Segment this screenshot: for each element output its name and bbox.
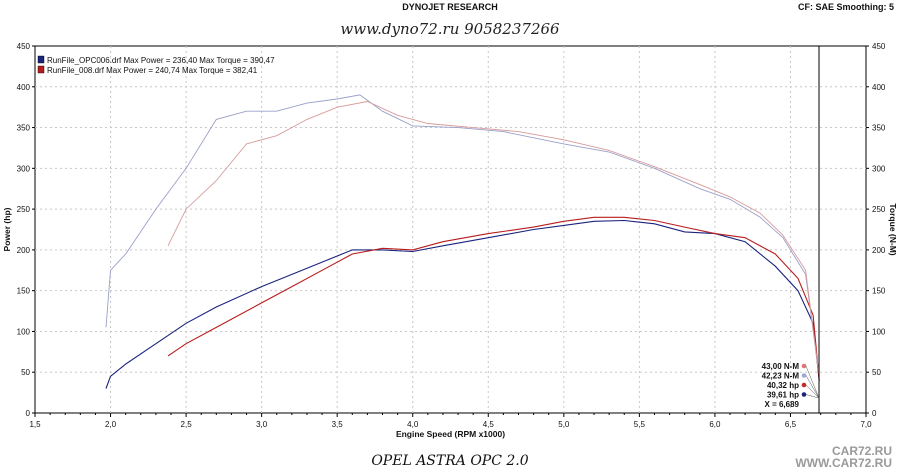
y-right-tick-label: 450	[872, 42, 886, 51]
torque-series-line	[167, 101, 820, 377]
site-watermark-line-2: WWW.CAR72.RU	[795, 456, 892, 470]
cursor-readout-label: 43,00 N-M	[762, 362, 800, 371]
x-tick-label: 5,0	[558, 420, 570, 429]
series-lines	[105, 94, 820, 389]
power-series-line	[105, 219, 820, 389]
y-left-tick-label: 350	[17, 124, 31, 133]
x-tick-label: 3,5	[332, 420, 344, 429]
cursor-readout-label: X = 6,689	[765, 400, 800, 409]
y-right-tick-label: 400	[872, 83, 886, 92]
x-tick-label: 5,5	[634, 420, 646, 429]
y-right-tick-label: 200	[872, 246, 886, 255]
y-right-tick-label: 250	[872, 205, 886, 214]
torque-series-line	[105, 94, 820, 377]
cursor-readout-marker	[801, 392, 807, 397]
y-right-tick-label: 150	[872, 287, 886, 296]
x-axis-label: Engine Speed (RPM x1000)	[396, 429, 505, 439]
y-left-tick-label: 200	[17, 246, 31, 255]
y-right-tick-label: 0	[872, 409, 877, 418]
cursor-readout-label: 39,61 hp	[767, 391, 799, 400]
power-series-line	[167, 216, 820, 381]
y-left-axis-label: Power (hp)	[2, 207, 12, 251]
y-right-axis-label: Torque (N-M)	[888, 203, 898, 255]
cursor-leader-line	[805, 365, 820, 399]
y-left-tick-label: 0	[26, 409, 31, 418]
cursor-readout-marker	[801, 382, 807, 388]
x-tick-label: 6,5	[785, 420, 797, 429]
plot-area	[34, 45, 867, 414]
cursor-readout-label: 40,32 hp	[767, 381, 799, 390]
chart-watermark-contact: www.dyno72.ru 9058237266	[340, 20, 560, 38]
chart-header-settings: CF: SAE Smoothing: 5	[798, 2, 894, 12]
y-right-tick-label: 100	[872, 327, 886, 336]
y-left-tick-label: 300	[17, 164, 31, 173]
site-watermark: CAR72.RU WWW.CAR72.RU	[772, 445, 892, 469]
y-left-tick-label: 450	[17, 42, 31, 51]
cursor-leader-line	[805, 384, 820, 399]
x-tick-label: 2,0	[105, 420, 117, 429]
y-left-tick-label: 150	[17, 287, 31, 296]
site-watermark-line-1: CAR72.RU	[831, 444, 892, 458]
y-left-tick-label: 400	[17, 83, 31, 92]
y-right-tick-label: 300	[872, 164, 886, 173]
cursor-readout-label: 42,23 N-M	[762, 372, 800, 381]
y-left-tick-label: 50	[21, 368, 30, 377]
axes: 1,5 2,0 2,5 3,0 3,5 4,0 4,5 5,0 5,5 6,0 6,5 7,00 050…	[2, 42, 898, 439]
y-left-tick-label: 100	[17, 327, 31, 336]
chart-header-title: DYNOJET RESEARCH	[402, 2, 498, 12]
x-tick-label: 3,0	[256, 420, 268, 429]
cursor-leader-line	[805, 375, 820, 399]
legend-swatch	[37, 55, 45, 64]
x-tick-label: 6,0	[709, 420, 721, 429]
legend-entry: RunFile_008.drf Max Power = 240,74 Max T…	[47, 66, 258, 75]
y-right-tick-label: 50	[872, 368, 881, 377]
vehicle-caption: OPEL ASTRA OPC 2.0	[371, 453, 529, 469]
x-tick-label: 7,0	[860, 420, 872, 429]
y-right-tick-label: 350	[872, 124, 886, 133]
x-tick-label: 1,5	[29, 420, 41, 429]
legend: RunFile_OPC006.drf Max Power = 236,40 Ma…	[37, 55, 275, 75]
cursor-readout-marker	[801, 373, 807, 378]
cursor-leader-line	[805, 394, 820, 399]
legend-swatch	[37, 65, 45, 74]
y-left-tick-label: 250	[17, 205, 31, 214]
x-tick-label: 2,5	[181, 420, 193, 429]
cursor-readout-marker	[801, 363, 807, 369]
x-tick-label: 4,0	[407, 420, 419, 429]
legend-entry: RunFile_OPC006.drf Max Power = 236,40 Ma…	[47, 56, 275, 65]
x-tick-label: 4,5	[483, 420, 495, 429]
